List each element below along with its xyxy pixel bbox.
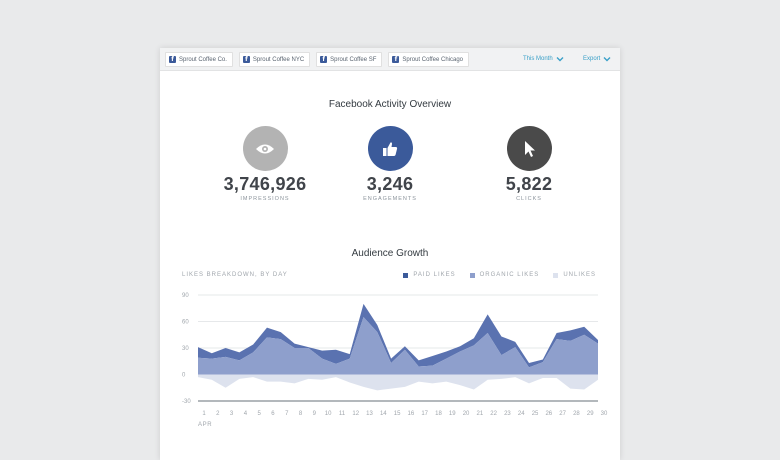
x-tick-label: 1 xyxy=(202,411,206,417)
impressions-circle xyxy=(242,126,288,171)
legend-unlikes: UNLIKES xyxy=(553,272,596,278)
x-tick-label: 6 xyxy=(271,411,275,417)
x-tick-label: 23 xyxy=(504,411,511,417)
audience-growth-title: Audience Growth xyxy=(351,248,429,259)
chevron-down-icon xyxy=(556,57,564,62)
legend-label: PAID LIKES xyxy=(413,272,456,278)
facebook-icon: f xyxy=(392,56,400,63)
legend-organic-likes: ORGANIC LIKES xyxy=(469,272,540,278)
profile-toolbar: f Sprout Coffee Co. f Sprout Coffee NYC … xyxy=(160,48,620,71)
impressions-label: IMPRESSIONS xyxy=(240,196,290,202)
y-tick-label: 0 xyxy=(182,373,186,379)
report-card: f Sprout Coffee Co. f Sprout Coffee NYC … xyxy=(160,48,620,460)
chart-legend: PAID LIKES ORGANIC LIKES UNLIKES xyxy=(403,272,596,278)
legend-swatch xyxy=(469,272,475,278)
x-tick-label: 28 xyxy=(573,411,580,417)
impressions-stat: 3,746,926 IMPRESSIONS xyxy=(205,126,325,202)
chevron-down-icon xyxy=(603,57,611,62)
organic-likes-area xyxy=(198,317,598,375)
unlikes-area xyxy=(198,374,598,391)
clicks-label: CLICKS xyxy=(516,196,542,202)
profile-tabs: f Sprout Coffee Co. f Sprout Coffee NYC … xyxy=(165,52,470,67)
date-range-label: This Month xyxy=(523,56,553,62)
x-tick-label: 21 xyxy=(477,411,484,417)
x-tick-label: 8 xyxy=(299,411,303,417)
x-tick-label: 13 xyxy=(366,411,373,417)
y-tick-label: -30 xyxy=(182,399,191,405)
clicks-stat: 5,822 CLICKS xyxy=(469,126,589,202)
facebook-icon: f xyxy=(242,56,250,63)
x-tick-label: 29 xyxy=(587,411,594,417)
x-tick-label: 19 xyxy=(449,411,456,417)
x-tick-label: 30 xyxy=(601,411,608,417)
x-tick-label: 25 xyxy=(532,411,539,417)
x-tick-label: 10 xyxy=(325,411,332,417)
x-tick-label: 12 xyxy=(352,411,359,417)
profile-tab-label: Sprout Coffee NYC xyxy=(252,56,305,63)
legend-swatch xyxy=(403,272,409,278)
clicks-value: 5,822 xyxy=(505,174,553,194)
engagements-value: 3,246 xyxy=(366,174,414,194)
x-tick-label: 7 xyxy=(285,411,289,417)
x-tick-label: 4 xyxy=(244,411,248,417)
profile-tab-sprout-coffee-co[interactable]: f Sprout Coffee Co. xyxy=(165,52,233,67)
x-tick-label: 22 xyxy=(490,411,497,417)
x-tick-label: 16 xyxy=(408,411,415,417)
date-range-dropdown[interactable]: This Month xyxy=(523,52,564,66)
eye-icon xyxy=(256,144,274,153)
x-tick-label: 24 xyxy=(518,411,525,417)
engagements-stat: 3,246 ENGAGEMENTS xyxy=(330,126,450,202)
likes-breakdown-label: LIKES BREAKDOWN, BY DAY xyxy=(182,272,288,278)
impressions-value: 3,746,926 xyxy=(223,174,307,194)
legend-label: UNLIKES xyxy=(563,272,596,278)
engagements-label: ENGAGEMENTS xyxy=(363,196,417,202)
export-label: Export xyxy=(583,56,601,62)
x-tick-label: 5 xyxy=(258,411,262,417)
x-tick-label: 18 xyxy=(435,411,442,417)
legend-label: ORGANIC LIKES xyxy=(479,272,540,278)
export-dropdown[interactable]: Export xyxy=(583,52,611,66)
y-tick-label: 60 xyxy=(182,320,189,326)
x-tick-label: 20 xyxy=(463,411,470,417)
x-tick-label: 15 xyxy=(394,411,401,417)
x-tick-label: 14 xyxy=(380,411,387,417)
engagements-circle xyxy=(367,126,413,171)
profile-tab-sprout-coffee-chicago[interactable]: f Sprout Coffee Chicago xyxy=(388,52,470,67)
x-tick-label: 11 xyxy=(339,411,346,417)
profile-tab-label: Sprout Coffee SF xyxy=(330,56,377,63)
legend-paid-likes: PAID LIKES xyxy=(403,272,455,278)
cursor-icon xyxy=(525,140,535,157)
paid-likes-area xyxy=(198,303,598,368)
profile-tab-label: Sprout Coffee Co. xyxy=(179,56,227,63)
clicks-circle xyxy=(506,126,552,171)
facebook-icon: f xyxy=(320,56,328,63)
facebook-icon: f xyxy=(169,56,176,63)
x-tick-label: 3 xyxy=(230,411,234,417)
x-tick-label: 2 xyxy=(216,411,220,417)
x-tick-label: 27 xyxy=(559,411,566,417)
legend-swatch xyxy=(553,272,559,278)
profile-tab-label: Sprout Coffee Chicago xyxy=(402,56,464,63)
x-month-label: APR xyxy=(198,422,212,428)
x-tick-label: 17 xyxy=(421,411,428,417)
overview-title: Facebook Activity Overview xyxy=(328,99,452,110)
x-tick-label: 26 xyxy=(545,411,552,417)
profile-tab-sprout-coffee-sf[interactable]: f Sprout Coffee SF xyxy=(316,52,383,67)
thumbs-up-icon xyxy=(383,141,398,156)
y-tick-label: 30 xyxy=(182,346,189,352)
y-tick-label: 90 xyxy=(182,293,189,299)
profile-tab-sprout-coffee-nyc[interactable]: f Sprout Coffee NYC xyxy=(238,52,311,67)
x-tick-label: 9 xyxy=(313,411,317,417)
